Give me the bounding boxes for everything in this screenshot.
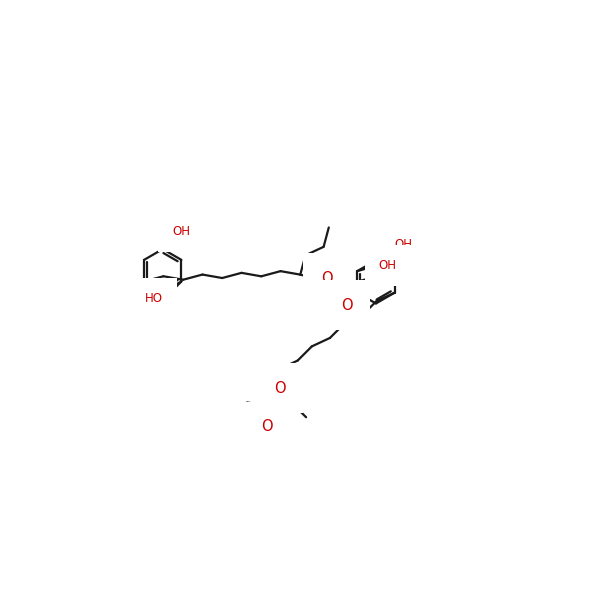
Text: OH: OH — [379, 259, 397, 272]
Text: HO: HO — [145, 292, 163, 305]
Text: OH: OH — [394, 238, 412, 251]
Text: O: O — [274, 381, 286, 396]
Text: O: O — [321, 271, 332, 286]
Text: O: O — [341, 298, 352, 313]
Text: O: O — [261, 419, 272, 434]
Text: OH: OH — [172, 225, 190, 238]
